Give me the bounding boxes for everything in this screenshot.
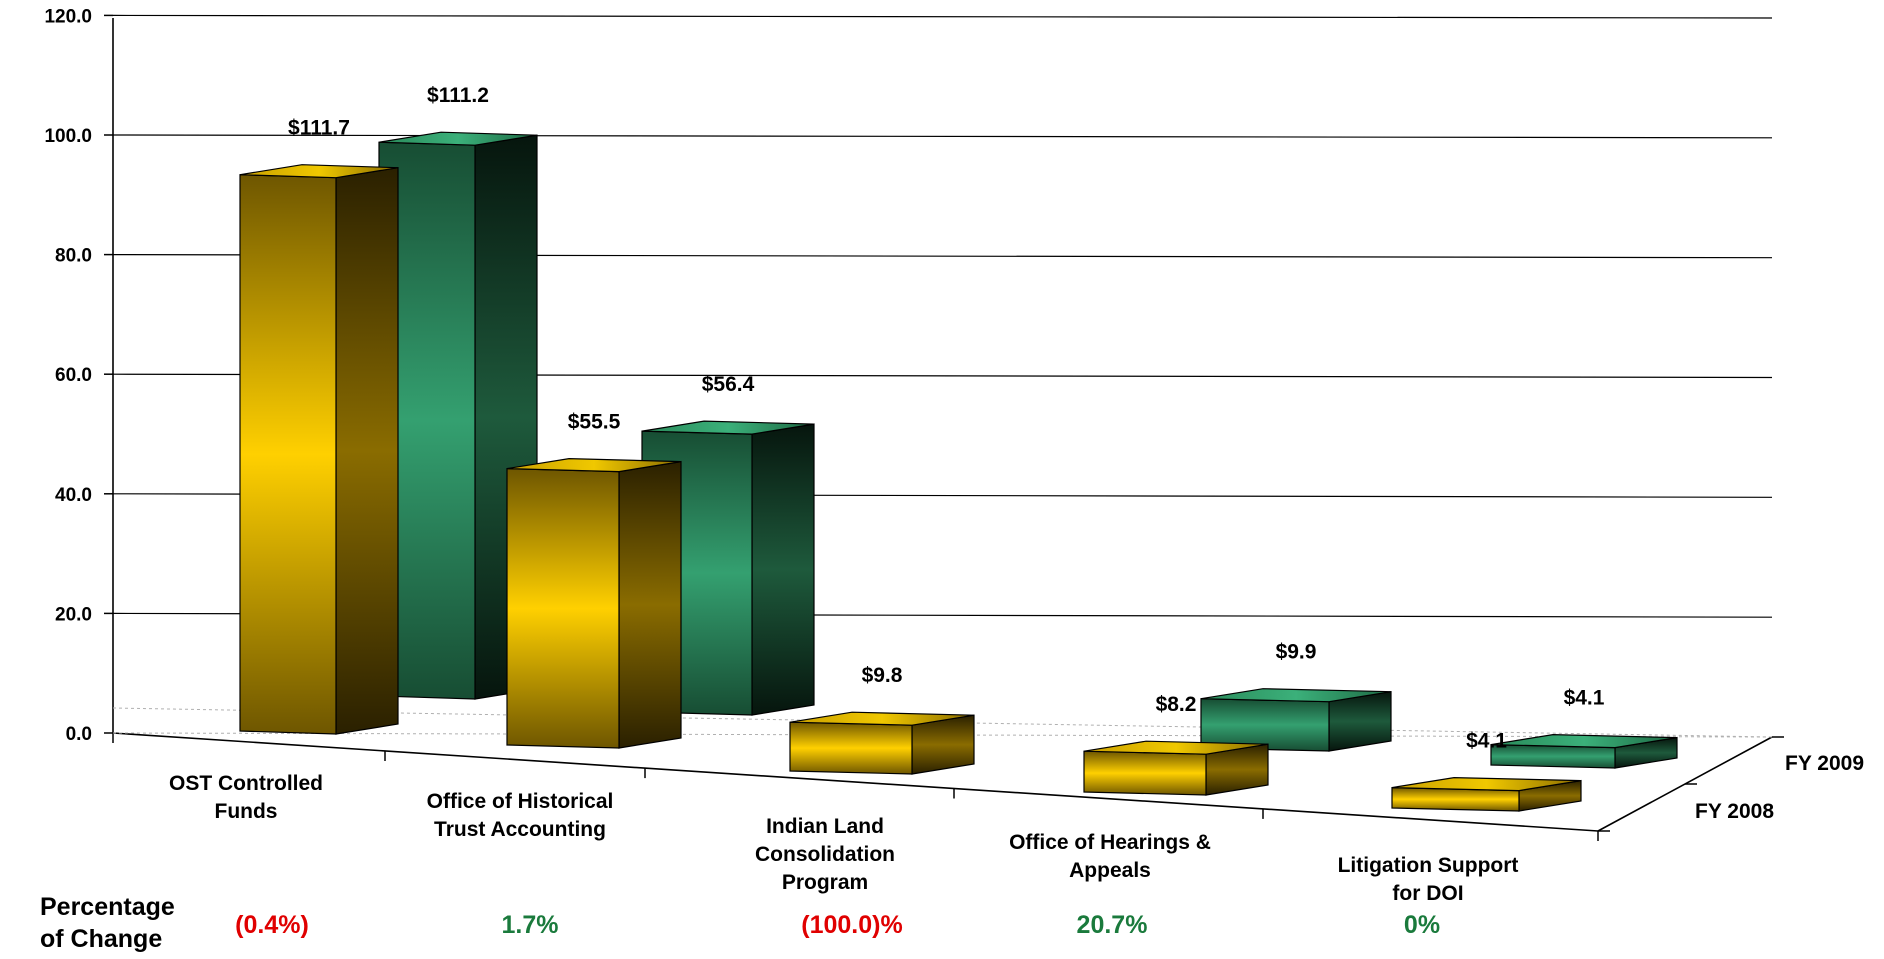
bar-top-face <box>239 164 399 179</box>
percentage-change-value: (100.0)% <box>801 911 902 939</box>
data-label: $111.7 <box>288 117 350 140</box>
x-category-label: Office of Historical Trust Accounting <box>427 790 614 841</box>
bar-top-face <box>1391 776 1582 792</box>
labels: 0.0 20.0 40.0 60.0 80.0 100.0 120.0 $111.2 $56.4… <box>40 6 1864 953</box>
percentage-of-change-label: Percentage of Change <box>40 893 175 953</box>
bar-side-face <box>751 423 815 716</box>
bar-top-face <box>378 131 538 146</box>
percentage-change-value: (0.4%) <box>235 911 309 939</box>
gridline <box>112 134 1773 139</box>
y-tick-label: 100.0 <box>44 126 92 147</box>
data-label: $9.9 <box>1276 641 1317 664</box>
bar-front-face <box>506 467 620 749</box>
x-axis <box>112 732 1599 832</box>
bar-fy2008 <box>239 164 399 735</box>
data-label: $9.8 <box>862 664 903 687</box>
bar-side-face <box>335 166 399 735</box>
bar-top-face <box>1083 740 1269 755</box>
bar-fy2008 <box>789 711 975 775</box>
bars <box>239 131 1678 812</box>
data-label: $4.1 <box>1466 730 1507 753</box>
data-label: $55.5 <box>568 411 621 434</box>
bar-top-face <box>1200 688 1392 703</box>
bar-front-face <box>1391 786 1520 812</box>
y-tick-label: 80.0 <box>55 246 92 267</box>
bar-top-face <box>789 711 975 726</box>
y-tick-label: 120.0 <box>44 6 92 27</box>
y-tick-label: 40.0 <box>55 485 92 506</box>
data-label: $8.2 <box>1156 693 1197 716</box>
x-category-label: Indian Land Consolidation Program <box>755 815 895 894</box>
bar-fy2008 <box>1083 740 1269 796</box>
percentage-change-value: 0% <box>1404 911 1440 939</box>
bar-top-face <box>506 457 682 473</box>
x-category-label: Litigation Support for DOI <box>1338 854 1519 905</box>
bar-fy2009 <box>1200 688 1392 752</box>
bar-side-face <box>618 460 682 749</box>
bar-fy2008 <box>1391 776 1582 812</box>
bar-front-face <box>239 174 337 735</box>
data-label: $56.4 <box>702 373 755 396</box>
series-label: FY 2009 <box>1785 752 1864 775</box>
bar-top-face <box>641 420 815 435</box>
bar-front-face <box>789 721 913 775</box>
gridline <box>112 14 1773 19</box>
bar-fy2008 <box>506 457 682 749</box>
bar-fy2009 <box>1490 733 1678 769</box>
x-category-label: Office of Hearings & Appeals <box>1009 831 1211 882</box>
data-label: $4.1 <box>1564 687 1605 710</box>
bar-top-face <box>1490 733 1678 749</box>
y-tick-label: 0.0 <box>66 724 92 745</box>
data-label: $111.2 <box>427 84 489 107</box>
percentage-change-value: 20.7% <box>1077 911 1148 939</box>
bar-front-face <box>1083 750 1207 796</box>
percentage-change-value: 1.7% <box>502 911 559 939</box>
series-label: FY 2008 <box>1695 800 1774 823</box>
y-tick-label: 20.0 <box>55 604 92 625</box>
x-category-label: OST Controlled Funds <box>169 772 323 823</box>
bar-front-face <box>1490 743 1616 769</box>
y-tick-label: 60.0 <box>55 365 92 386</box>
